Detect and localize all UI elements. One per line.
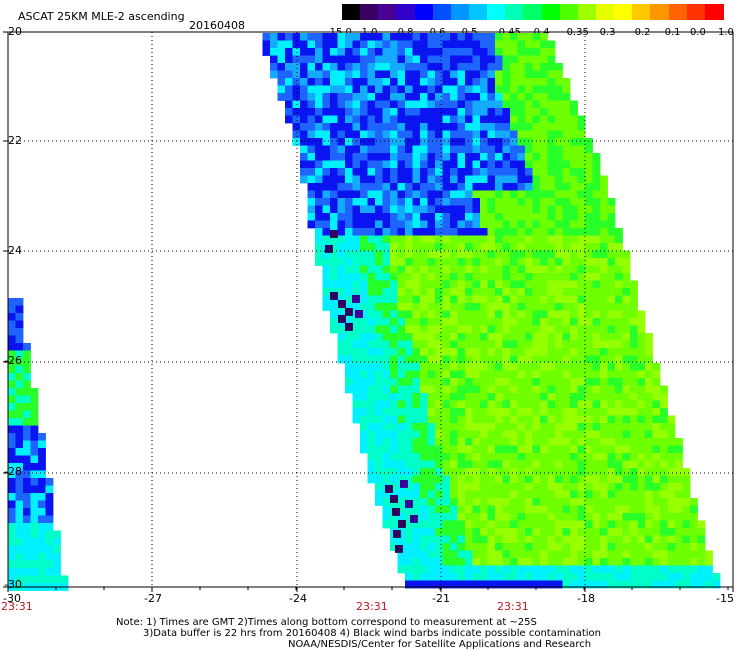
colorbar-swatch xyxy=(577,4,597,20)
map-frame xyxy=(7,31,734,588)
time-label-middle: 23:31 xyxy=(356,600,388,613)
colorbar-swatch xyxy=(650,4,670,20)
lon-label-15: -15 xyxy=(716,592,734,605)
lat-label-30: -30 xyxy=(4,578,22,591)
lat-label-20: -20 xyxy=(4,25,22,38)
lat-label-24: -24 xyxy=(4,244,22,257)
note-line-3: NOAA/NESDIS/Center for Satellite Applica… xyxy=(288,639,592,650)
colorbar-swatch xyxy=(596,4,615,20)
lat-label-26: -26 xyxy=(4,354,22,367)
lon-label-21: -21 xyxy=(432,592,450,605)
lon-label-24: -24 xyxy=(289,592,307,605)
colorbar-swatch xyxy=(450,4,470,20)
colorbar-swatch xyxy=(469,4,488,20)
colorbar-swatch xyxy=(632,4,652,20)
colorbar-swatch xyxy=(342,4,361,20)
lon-label-27: -27 xyxy=(144,592,162,605)
colorbar-swatch xyxy=(668,4,688,20)
note-line-2: 3)Data buffer is 22 hrs from 20160408 4)… xyxy=(143,628,601,639)
lon-label-18: -18 xyxy=(577,592,595,605)
colorbar-swatch xyxy=(414,4,434,20)
lon-label-30: -30 xyxy=(3,592,21,605)
note-line-1: Note: 1) Times are GMT 2)Times along bot… xyxy=(116,617,537,628)
colorbar-swatch xyxy=(487,4,506,20)
colorbar-swatch xyxy=(396,4,416,20)
axis-ticks xyxy=(3,31,734,592)
time-label-right: 23:31 xyxy=(497,600,529,613)
colorbar-swatch xyxy=(559,4,579,20)
colorbar-swatch xyxy=(505,4,525,20)
colorbar-swatch xyxy=(686,4,706,20)
lat-label-22: -22 xyxy=(4,134,22,147)
colorbar-swatch xyxy=(523,4,543,20)
colorbar-swatch xyxy=(614,4,633,20)
colorbar-swatch xyxy=(432,4,452,20)
colorbar-swatch xyxy=(378,4,398,20)
lat-lon-grid xyxy=(8,32,733,587)
lat-label-28: -28 xyxy=(4,465,22,478)
product-date: 20160408 xyxy=(189,19,245,32)
colorbar xyxy=(342,4,724,20)
product-title: ASCAT 25KM MLE-2 ascending xyxy=(18,10,185,23)
scatterometer-swaths xyxy=(8,33,721,591)
time-label-left: 23:31 xyxy=(1,600,33,613)
colorbar-swatch xyxy=(360,4,379,20)
colorbar-swatch xyxy=(704,4,724,20)
colorbar-swatch xyxy=(541,4,561,20)
